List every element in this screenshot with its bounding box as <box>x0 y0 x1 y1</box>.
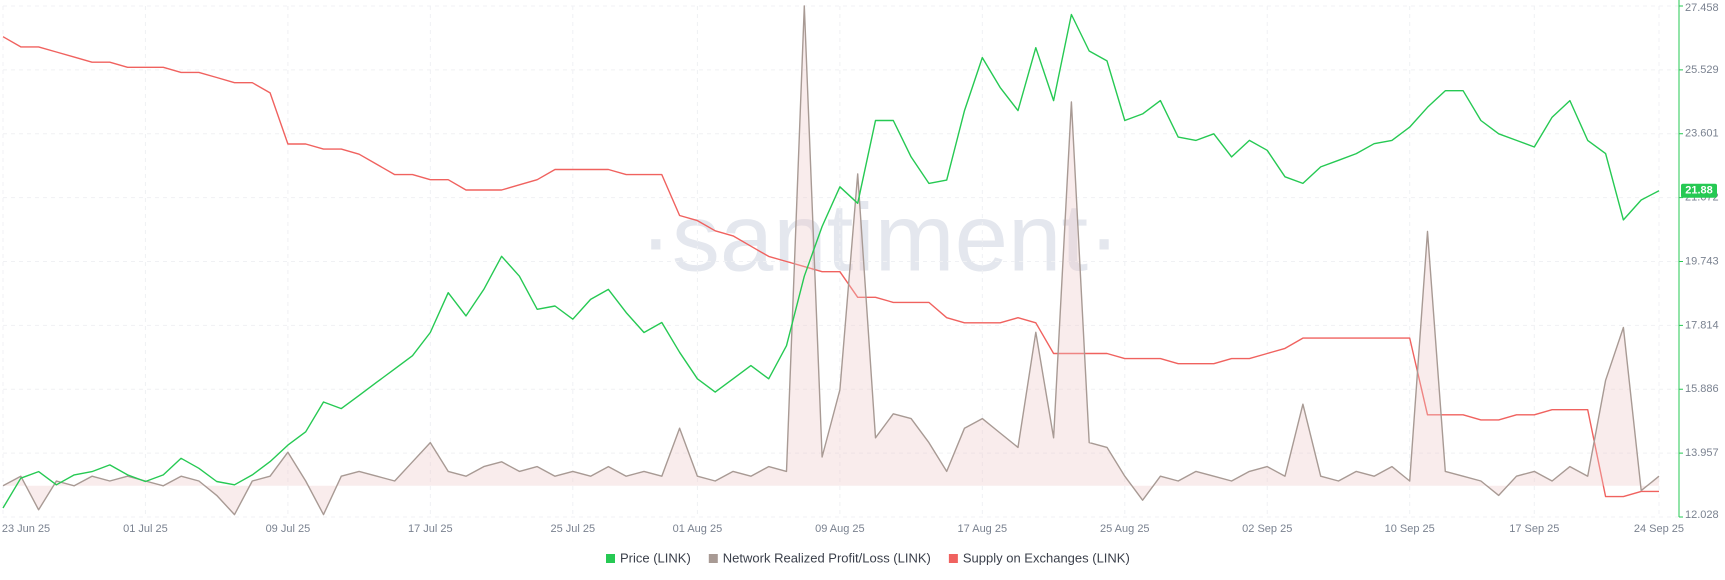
y-tick-label: 27.458 <box>1685 2 1719 14</box>
x-tick-label: 25 Jul 25 <box>550 523 595 535</box>
y-tick-label: 17.814 <box>1685 319 1719 331</box>
y-tick-label: 25.529 <box>1685 64 1719 76</box>
x-tick-label: 09 Jul 25 <box>266 523 311 535</box>
x-tick-label: 17 Sep 25 <box>1509 523 1559 535</box>
y-tick-label: 23.601 <box>1685 128 1719 140</box>
y-tick-label: 15.886 <box>1685 383 1719 395</box>
x-tick-label: 23 Jun 25 <box>2 523 50 535</box>
legend-swatch <box>606 554 615 563</box>
x-tick-label: 09 Aug 25 <box>815 523 865 535</box>
x-tick-label: 01 Aug 25 <box>673 523 723 535</box>
legend: Price (LINK) Network Realized Profit/Loss… <box>606 550 1130 565</box>
x-tick-label: 01 Jul 25 <box>123 523 168 535</box>
legend-swatch <box>708 554 718 563</box>
legend-label: Price (LINK) <box>620 550 691 565</box>
legend-label: Network Realized Profit/Loss (LINK) <box>723 550 931 565</box>
x-tick-label: 02 Sep 25 <box>1242 523 1292 535</box>
x-tick-label: 17 Jul 25 <box>408 523 453 535</box>
price-badge-label: 21.88 <box>1685 185 1713 197</box>
x-tick-label: 10 Sep 25 <box>1385 523 1435 535</box>
x-tick-label: 24 Sep 25 <box>1634 523 1684 535</box>
price-badge <box>1681 183 1717 198</box>
y-tick-label: 12.028 <box>1685 509 1719 521</box>
series-line <box>2 5 1660 516</box>
x-tick-label: 25 Aug 25 <box>1100 523 1150 535</box>
legend-label: Supply on Exchanges (LINK) <box>963 550 1130 565</box>
series-line <box>2 36 1659 498</box>
legend-swatch <box>948 554 958 563</box>
x-tick-label: 17 Aug 25 <box>958 523 1008 535</box>
y-tick-label: 19.743 <box>1685 255 1719 267</box>
series-line <box>2 13 1660 509</box>
y-tick-label: 13.957 <box>1685 447 1719 459</box>
watermark: ·santiment· <box>640 184 1120 291</box>
